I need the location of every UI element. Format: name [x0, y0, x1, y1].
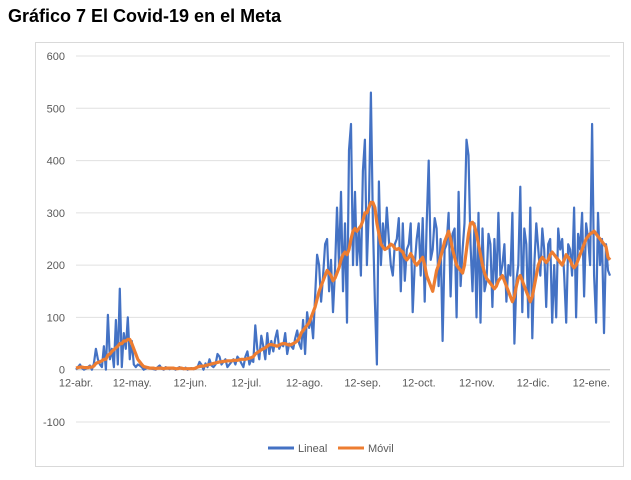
y-tick-label: 0 — [59, 365, 65, 377]
x-tick-label: 12-sep. — [344, 378, 381, 390]
legend-label: Móvil — [368, 443, 394, 455]
y-tick-label: -100 — [43, 417, 65, 429]
x-tick-label: 12-ene. — [573, 378, 610, 390]
y-tick-label: 500 — [47, 103, 65, 115]
x-tick-label: 12-dic. — [517, 378, 550, 390]
x-tick-label: 12-nov. — [459, 378, 495, 390]
x-axis-ticks: 12-abr. 12-may. 12-jun. 12-jul. 12-ago. 12-se… — [59, 378, 610, 390]
series-line-lineal — [75, 91, 612, 371]
series-group — [75, 91, 612, 371]
y-tick-label: 200 — [47, 260, 65, 272]
y-tick-label: 400 — [47, 156, 65, 168]
x-tick-label: 12-jul. — [232, 378, 262, 390]
x-tick-label: 12-abr. — [59, 378, 93, 390]
series-line-móvil — [75, 200, 612, 371]
x-tick-label: 12-jun. — [173, 378, 207, 390]
x-tick-label: 12-oct. — [402, 378, 436, 390]
y-tick-label: 600 — [47, 51, 65, 63]
legend-label: Lineal — [298, 443, 327, 455]
page-title: Gráfico 7 El Covid-19 en el Meta — [8, 6, 282, 26]
legend: Lineal Móvil — [268, 443, 394, 455]
y-tick-label: 300 — [47, 208, 65, 220]
x-tick-label: 12-ago. — [286, 378, 323, 390]
y-tick-label: 100 — [47, 312, 65, 324]
x-tick-label: 12-may. — [113, 378, 152, 390]
y-axis-ticks: -100 0 100 200 300 400 500 600 — [43, 51, 65, 429]
